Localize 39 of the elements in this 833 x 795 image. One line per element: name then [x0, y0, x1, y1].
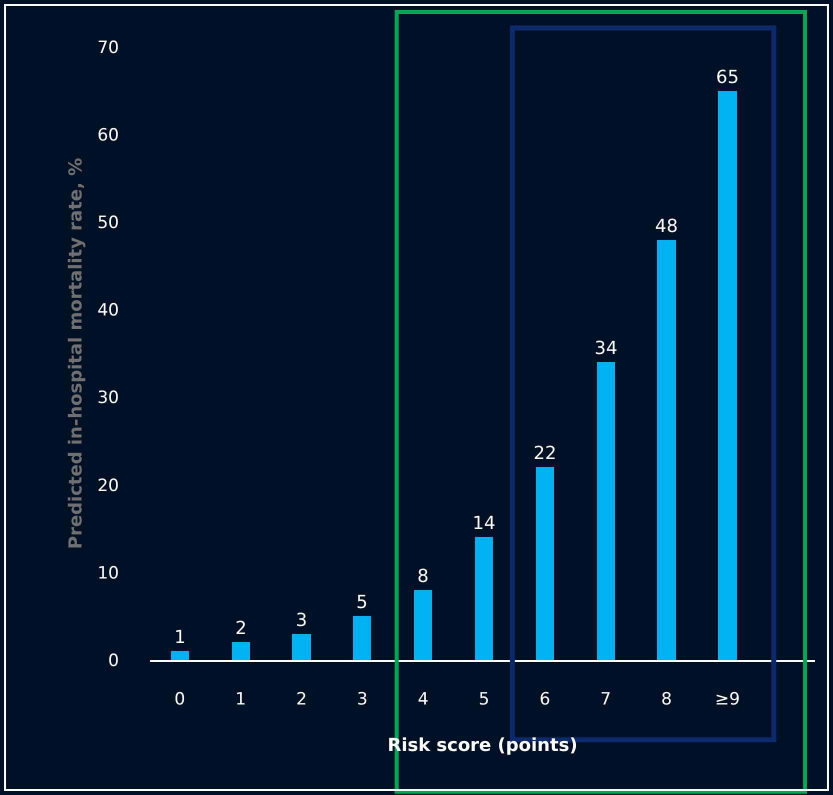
y-tick-label: 20 [97, 476, 119, 496]
x-tick-label: 4 [418, 689, 429, 710]
data-label: 2 [235, 618, 247, 639]
data-label: 1 [174, 627, 186, 648]
data-label: 3 [296, 610, 308, 631]
x-tick-label: ≥9 [714, 689, 740, 710]
y-tick-label: 0 [108, 650, 119, 671]
bar [353, 616, 371, 660]
y-tick-label: 50 [97, 213, 119, 234]
x-tick-label: 0 [174, 689, 186, 710]
y-axis-title: Predicted in-hospital mortality rate, % [66, 158, 87, 550]
x-tick-label: 1 [235, 689, 246, 710]
data-label: 14 [472, 513, 496, 534]
data-label: 5 [356, 592, 368, 613]
bar [414, 590, 432, 660]
y-tick-label: 60 [97, 126, 119, 146]
bar [657, 240, 676, 660]
y-tick-label: 70 [97, 38, 119, 58]
x-tick-label: 5 [478, 689, 490, 710]
bar [475, 537, 493, 660]
x-tick-label: 3 [356, 689, 368, 710]
bar [171, 651, 189, 660]
x-tick-label: 6 [539, 689, 550, 710]
x-tick-label: 8 [661, 689, 672, 710]
x-tick-label: 2 [296, 689, 307, 710]
bar [232, 642, 250, 660]
bar [292, 634, 311, 660]
data-label: 34 [594, 338, 618, 359]
y-tick-label: 10 [97, 563, 119, 584]
y-tick-label: 30 [97, 388, 119, 408]
x-tick-label: 7 [600, 689, 612, 710]
data-label: 65 [716, 67, 739, 88]
bar [536, 467, 554, 660]
data-label: 22 [534, 443, 556, 464]
bar [597, 362, 615, 660]
bar [718, 91, 737, 660]
data-label: 48 [655, 216, 678, 237]
data-label: 8 [417, 566, 429, 587]
y-tick-label: 40 [97, 300, 119, 321]
